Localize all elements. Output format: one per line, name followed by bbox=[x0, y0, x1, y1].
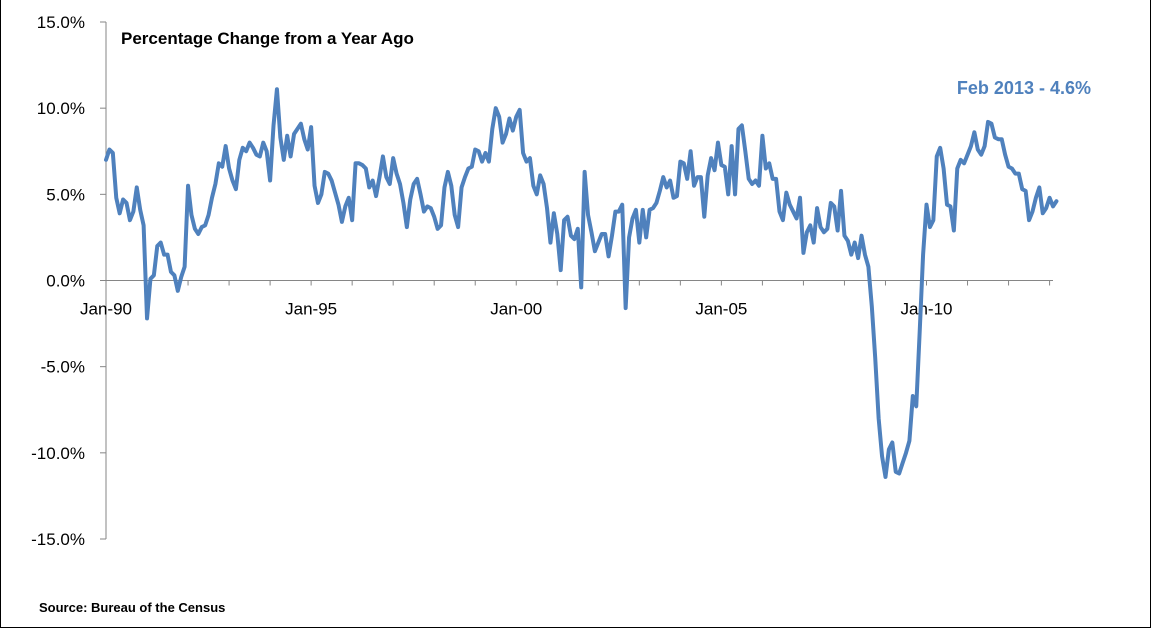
y-tick-label: 5.0% bbox=[46, 185, 85, 204]
y-tick-label: 0.0% bbox=[46, 272, 85, 291]
y-tick-label: 15.0% bbox=[37, 13, 85, 32]
y-tick-label: -10.0% bbox=[31, 444, 85, 463]
x-tick-label: Jan-95 bbox=[285, 300, 337, 319]
y-axis: 15.0% 10.0% 5.0% 0.0% -5.0% -10.0% -15.0% bbox=[31, 13, 107, 549]
y-tick-label: -15.0% bbox=[31, 530, 85, 549]
x-tick-label: Jan-90 bbox=[80, 300, 132, 319]
y-tick-label: 10.0% bbox=[37, 99, 85, 118]
series-line bbox=[104, 87, 1059, 479]
series-group bbox=[104, 87, 1059, 479]
x-tick-label: Jan-05 bbox=[695, 300, 747, 319]
x-tick-label: Jan-10 bbox=[901, 300, 953, 319]
source-note: Source: Bureau of the Census bbox=[39, 600, 225, 615]
x-tick-label: Jan-00 bbox=[490, 300, 542, 319]
chart-title: Percentage Change from a Year Ago bbox=[121, 29, 414, 48]
x-axis: Jan-90 Jan-95 Jan-00 Jan-05 Jan-10 bbox=[80, 280, 1053, 319]
last-value-annotation: Feb 2013 - 4.6% bbox=[957, 78, 1091, 98]
y-tick-label: -5.0% bbox=[41, 358, 85, 377]
